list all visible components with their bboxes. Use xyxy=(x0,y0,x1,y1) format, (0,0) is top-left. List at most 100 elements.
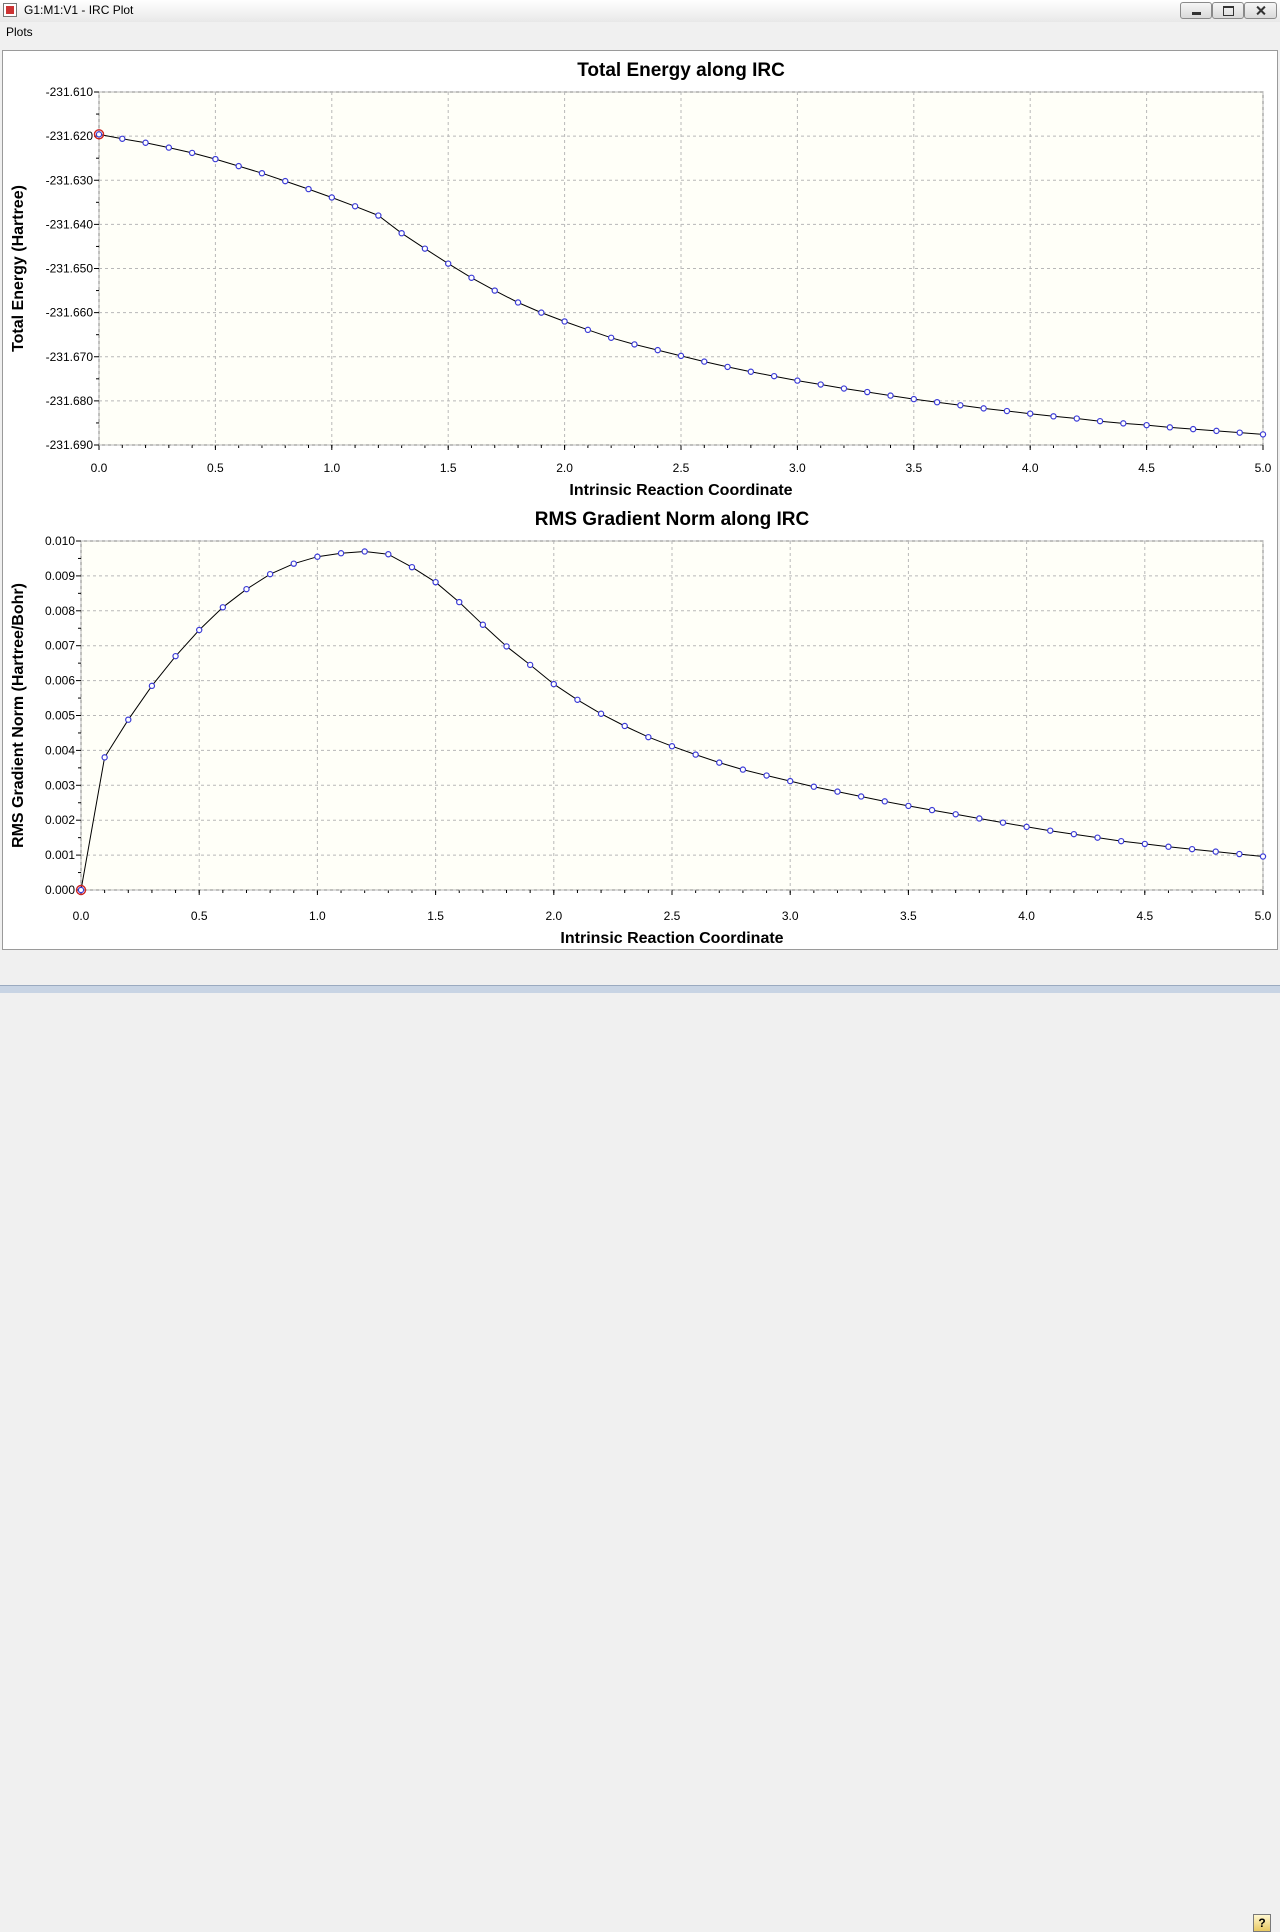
data-point xyxy=(1141,840,1149,848)
data-point xyxy=(1212,848,1219,855)
data-point xyxy=(561,318,568,325)
data-point xyxy=(631,341,638,348)
x-tick-label: 2.5 xyxy=(664,909,681,923)
data-point xyxy=(432,578,439,586)
data-point xyxy=(1189,425,1197,433)
x-tick-label: 1.0 xyxy=(309,909,326,923)
y-tick-label: 0.009 xyxy=(45,569,75,583)
x-tick-label: 2.5 xyxy=(673,461,690,475)
total-energy-chart: 0.0 0.5 1.0 1.5 2.0 2.5 3.0 3.5 4.0 4.5 5.0 -231.61… xyxy=(10,60,1272,499)
data-point xyxy=(1188,845,1196,853)
data-point xyxy=(1026,410,1034,417)
x-tick-label: 0.0 xyxy=(73,909,90,923)
data-point xyxy=(445,260,452,267)
y-tick-label: 0.005 xyxy=(45,709,75,723)
plot-canvas: 0.0 0.5 1.0 1.5 2.0 2.5 3.0 3.5 4.0 4.5 5.0 -231.61… xyxy=(10,60,1272,947)
minimize-button[interactable] xyxy=(1180,2,1212,19)
data-point xyxy=(385,551,392,558)
y-tick-label: -231.660 xyxy=(46,306,94,320)
data-point xyxy=(887,392,894,399)
data-point xyxy=(479,621,487,628)
data-point xyxy=(905,802,912,810)
data-point xyxy=(1117,837,1125,845)
data-point xyxy=(1236,429,1243,436)
data-point xyxy=(928,806,936,814)
menu-bar: Plots xyxy=(0,22,1280,42)
app-icon xyxy=(3,3,17,17)
y-tick-label: -231.620 xyxy=(46,129,94,143)
close-button[interactable] xyxy=(1244,2,1277,19)
x-tick-label: 5.0 xyxy=(1255,461,1272,475)
data-point xyxy=(375,212,382,219)
data-point xyxy=(408,563,416,571)
data-point xyxy=(1259,853,1267,860)
current-point-marker xyxy=(75,884,87,896)
data-point xyxy=(770,372,778,380)
x-tick-label: 4.0 xyxy=(1022,461,1039,475)
data-point xyxy=(933,398,941,406)
data-point xyxy=(864,388,871,396)
data-point xyxy=(421,245,429,252)
data-point xyxy=(574,696,581,703)
data-point xyxy=(1236,850,1243,858)
y-tick-label: -231.670 xyxy=(46,350,94,364)
data-point xyxy=(456,598,463,606)
data-point xyxy=(538,309,545,316)
data-point xyxy=(692,751,699,758)
y-tick-label: 0.008 xyxy=(45,604,75,618)
y-tick-label: -231.630 xyxy=(46,173,94,187)
data-point xyxy=(763,772,770,779)
data-point xyxy=(881,798,888,805)
chart-title: RMS Gradient Norm along IRC xyxy=(535,509,810,530)
data-point xyxy=(305,185,312,193)
data-point xyxy=(840,385,848,392)
data-point xyxy=(1213,427,1220,435)
data-point xyxy=(195,626,203,634)
y-tick-label: 0.001 xyxy=(45,848,75,862)
data-point xyxy=(337,550,345,557)
data-point xyxy=(739,766,747,773)
data-point xyxy=(95,131,103,138)
menu-plots[interactable]: Plots xyxy=(6,25,33,39)
x-tick-label: 3.5 xyxy=(905,461,922,475)
data-point xyxy=(398,229,405,237)
data-point xyxy=(526,661,534,669)
data-point xyxy=(794,377,801,384)
x-tick-label: 3.0 xyxy=(789,461,806,475)
data-point xyxy=(328,194,335,201)
taskbar xyxy=(0,985,1280,993)
y-tick-label: -231.640 xyxy=(46,217,94,231)
data-point xyxy=(243,585,250,593)
y-tick-label: -231.650 xyxy=(46,262,94,276)
y-tick-label: 0.000 xyxy=(45,883,75,897)
data-point xyxy=(654,346,661,354)
current-point-marker xyxy=(93,129,105,140)
data-point xyxy=(148,682,156,690)
x-tick-label: 0.5 xyxy=(191,909,208,923)
data-point xyxy=(119,135,126,142)
data-point xyxy=(1120,420,1127,427)
data-point xyxy=(514,299,522,306)
data-point xyxy=(677,352,685,360)
data-point xyxy=(910,395,918,403)
data-point xyxy=(645,733,652,741)
data-point xyxy=(1047,827,1054,834)
help-icon[interactable]: ? xyxy=(1253,1914,1271,1932)
data-point xyxy=(976,815,983,822)
y-tick-label: 0.002 xyxy=(45,813,75,827)
x-tick-label: 0.0 xyxy=(91,461,108,475)
data-point xyxy=(999,819,1007,826)
data-point xyxy=(1094,834,1101,841)
data-point xyxy=(266,570,274,578)
maximize-button[interactable] xyxy=(1212,2,1244,19)
data-point xyxy=(597,710,605,717)
y-axis-label: RMS Gradient Norm (Hartree/Bohr) xyxy=(10,583,27,848)
x-tick-label: 1.0 xyxy=(323,461,340,475)
x-tick-label: 4.5 xyxy=(1138,461,1155,475)
data-point xyxy=(235,162,242,170)
data-point xyxy=(503,643,510,650)
title-bar: G1:M1:V1 - IRC Plot xyxy=(0,0,1280,23)
y-axis-label: Total Energy (Hartree) xyxy=(10,185,27,352)
y-tick-label: 0.010 xyxy=(45,534,75,548)
data-point xyxy=(621,722,628,730)
